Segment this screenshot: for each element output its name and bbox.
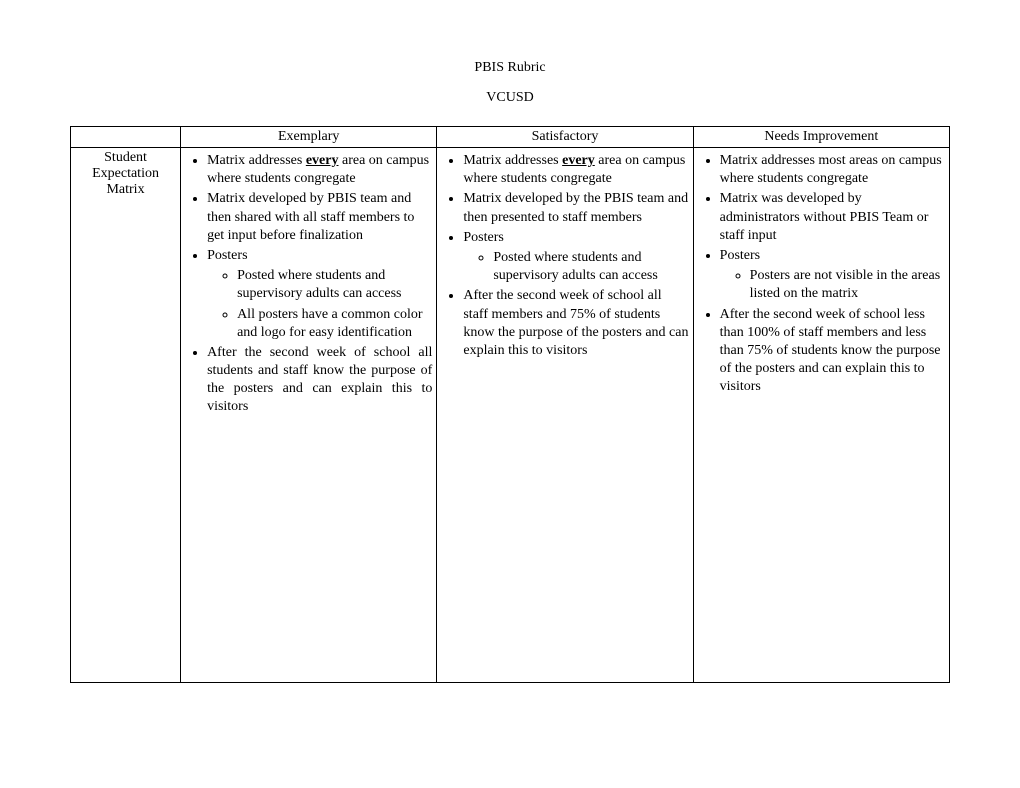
ni-b4: After the second week of school less tha… xyxy=(720,306,945,397)
row-label-2: Expectation xyxy=(92,166,159,181)
ex-b4: After the second week of school all stud… xyxy=(207,344,432,417)
ni-b1: Matrix addresses most areas on campus wh… xyxy=(720,152,945,188)
header-needs: Needs Improvement xyxy=(693,127,949,148)
sat-b1-every: every xyxy=(562,153,595,168)
row-label-1: Student xyxy=(104,150,147,165)
ex-b3: Posters Posted where students and superv… xyxy=(207,247,432,342)
sat-b1a: Matrix addresses xyxy=(463,153,562,168)
ex-b3-text: Posters xyxy=(207,248,247,263)
body-row: Student Expectation Matrix Matrix addres… xyxy=(71,148,950,683)
header-satisfactory: Satisfactory xyxy=(437,127,693,148)
sat-b4: After the second week of school all staf… xyxy=(463,287,688,360)
header-row: Exemplary Satisfactory Needs Improvement xyxy=(71,127,950,148)
cell-needs: Matrix addresses most areas on campus wh… xyxy=(693,148,949,683)
sat-b1: Matrix addresses every area on campus wh… xyxy=(463,152,688,188)
doc-title: PBIS Rubric xyxy=(70,60,950,76)
ni-b3: Posters Posters are not visible in the a… xyxy=(720,247,945,304)
sat-b3-text: Posters xyxy=(463,230,503,245)
header-exemplary: Exemplary xyxy=(181,127,437,148)
rubric-table: Exemplary Satisfactory Needs Improvement… xyxy=(70,126,950,683)
header-empty xyxy=(71,127,181,148)
sat-b2: Matrix developed by the PBIS team and th… xyxy=(463,190,688,226)
ex-b2: Matrix developed by PBIS team and then s… xyxy=(207,190,432,245)
ni-b3-text: Posters xyxy=(720,248,760,263)
sat-b3s1: Posted where students and supervisory ad… xyxy=(493,249,688,285)
cell-satisfactory: Matrix addresses every area on campus wh… xyxy=(437,148,693,683)
ex-b1-every: every xyxy=(306,153,339,168)
ex-b3s2: All posters have a common color and logo… xyxy=(237,306,432,342)
cell-exemplary: Matrix addresses every area on campus wh… xyxy=(181,148,437,683)
sat-b3: Posters Posted where students and superv… xyxy=(463,229,688,286)
row-label-3: Matrix xyxy=(106,182,144,197)
row-label: Student Expectation Matrix xyxy=(71,148,181,683)
ni-b2: Matrix was developed by administrators w… xyxy=(720,190,945,245)
ex-b3s1: Posted where students and supervisory ad… xyxy=(237,267,432,303)
doc-subtitle: VCUSD xyxy=(70,90,950,106)
ex-b1a: Matrix addresses xyxy=(207,153,306,168)
ex-b1: Matrix addresses every area on campus wh… xyxy=(207,152,432,188)
ni-b3s1: Posters are not visible in the areas lis… xyxy=(750,267,945,303)
